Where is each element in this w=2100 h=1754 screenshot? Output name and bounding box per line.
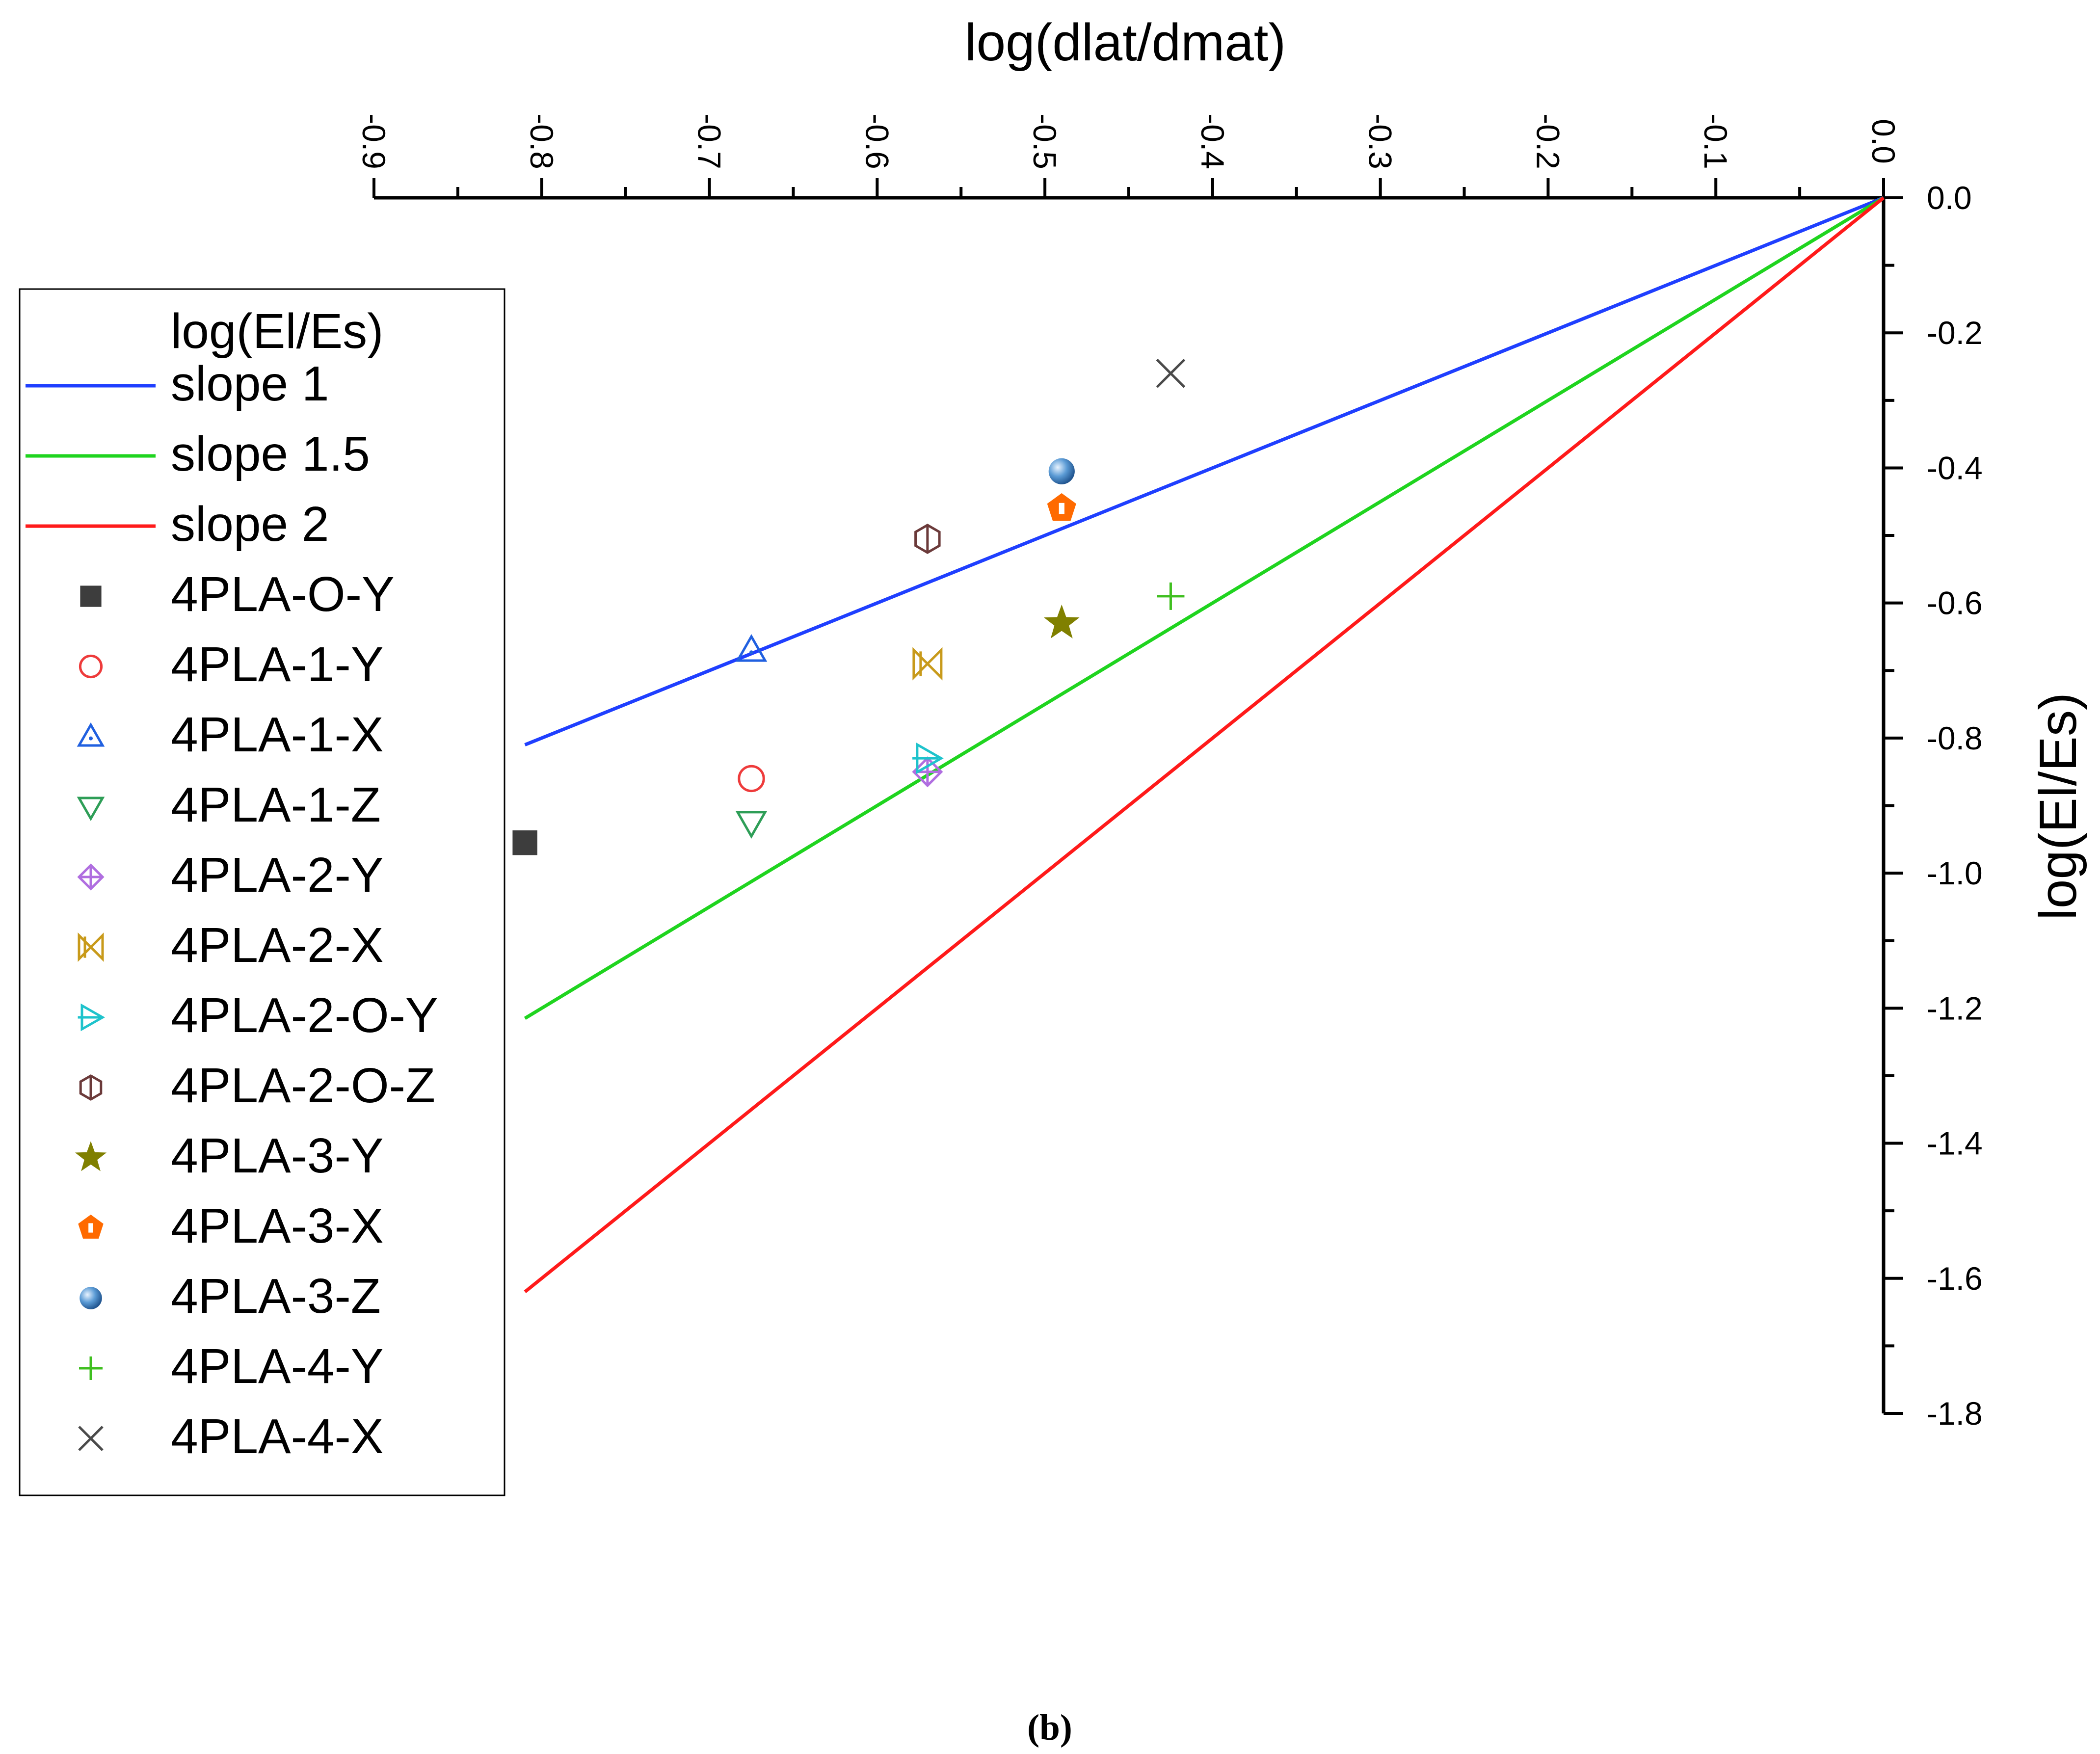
y-tick-label: -1.2 (1927, 990, 1983, 1026)
y-axis: 0.0 -0.2 -0.4 -0.6 -0.8 -1.0 -1.2 -1.4 -1.6 -1.8 (1882, 180, 1983, 1432)
point-4pla-1-y (738, 765, 765, 793)
legend-item-4pla-o-y: 4PLA-O-Y (80, 567, 395, 622)
legend-item-4pla-2-o-y: 4PLA-2-O-Y (78, 988, 438, 1043)
y-tick-label: -1.0 (1927, 855, 1983, 891)
point-4pla-o-y (512, 830, 537, 855)
y-tick-label: -1.4 (1927, 1125, 1983, 1162)
legend-label: 4PLA-2-O-Z (171, 1058, 435, 1113)
legend: log(El/Es) slope 1 slope 1.5 slope 2 4PLA-O… (19, 288, 505, 1496)
point-4pla-3-x (1047, 493, 1076, 521)
line-slope-1 (524, 196, 1885, 746)
y-tick-label: -1.6 (1927, 1260, 1983, 1297)
point-4pla-3-y (1043, 604, 1080, 638)
x-tick-label: -0.2 (1530, 113, 1566, 169)
legend-title: log(El/Es) (171, 304, 383, 359)
x-axis: -0.9 -0.8 -0.7 -0.6 -0.5 -0.4 -0.3 -0.2 -0.1 0.0 (356, 113, 1902, 200)
legend-item-4pla-4-x: 4PLA-4-X (78, 1409, 384, 1464)
x-tick-label: -0.7 (691, 113, 728, 169)
x-axis-title: log(dlat/dmat) (965, 13, 1286, 72)
y-tick-label: -1.8 (1927, 1395, 1983, 1432)
legend-label: 4PLA-1-Z (171, 777, 381, 832)
legend-item-4pla-2-o-z: 4PLA-2-O-Z (79, 1058, 435, 1113)
x-tick-label: -0.9 (356, 113, 392, 169)
x-tick-label: -0.1 (1698, 113, 1734, 169)
line-slope-2 (524, 196, 1885, 1294)
x-tick-label: -0.5 (1027, 113, 1063, 169)
legend-item-4pla-2-x: 4PLA-2-X (78, 918, 384, 973)
legend-item-4pla-3-x: 4PLA-3-X (78, 1198, 384, 1253)
legend-item-4pla-4-y: 4PLA-4-Y (79, 1339, 384, 1394)
legend-label: 4PLA-2-X (171, 918, 384, 973)
figure-caption: (b) (1027, 1707, 1072, 1748)
y-tick-label: -0.4 (1927, 450, 1983, 486)
legend-item-4pla-1-x: 4PLA-1-X (77, 707, 384, 762)
legend-label: 4PLA-1-X (171, 707, 384, 762)
legend-item-4pla-2-y: 4PLA-2-Y (77, 848, 384, 903)
point-4pla-4-y (1157, 582, 1185, 610)
legend-item-4pla-1-y: 4PLA-1-Y (79, 637, 384, 692)
legend-label: 4PLA-3-Z (171, 1269, 381, 1324)
legend-label: slope 2 (171, 497, 329, 552)
legend-label: slope 1.5 (171, 426, 370, 481)
legend-items: slope 1 slope 1.5 slope 2 4PLA-O-Y 4PLA-1-Y 4… (26, 356, 438, 1464)
point-4pla-3-z (1048, 458, 1075, 484)
legend-item-slope-1: slope 1 (26, 356, 329, 411)
slope-lines (524, 196, 1885, 1294)
x-tick-label: -0.3 (1362, 113, 1399, 169)
legend-item-slope-2: slope 2 (26, 497, 329, 552)
line-slope-1-5 (524, 196, 1885, 1020)
point-4pla-1-x (735, 634, 768, 662)
legend-item-slope-1-5: slope 1.5 (26, 426, 370, 481)
legend-item-4pla-1-z: 4PLA-1-Z (77, 777, 381, 832)
point-4pla-1-z (735, 811, 768, 839)
legend-item-4pla-3-z: 4PLA-3-Z (80, 1269, 381, 1324)
legend-label: 4PLA-4-X (171, 1409, 384, 1464)
legend-label: 4PLA-2-Y (171, 848, 384, 903)
y-tick-label: -0.6 (1927, 585, 1983, 621)
legend-label: 4PLA-3-Y (171, 1128, 384, 1183)
legend-label: slope 1 (171, 356, 329, 411)
legend-label: 4PLA-3-X (171, 1198, 384, 1253)
legend-label: 4PLA-2-O-Y (171, 988, 438, 1043)
legend-label: 4PLA-1-Y (171, 637, 384, 692)
y-tick-label: -0.8 (1927, 720, 1983, 756)
x-tick-label: -0.4 (1195, 113, 1231, 169)
point-4pla-2-o-y (912, 742, 944, 774)
y-tick-label: 0.0 (1927, 180, 1972, 216)
legend-label: 4PLA-O-Y (171, 567, 395, 622)
legend-label: 4PLA-4-Y (171, 1339, 384, 1394)
point-4pla-4-x (1156, 359, 1186, 388)
legend-item-4pla-3-y: 4PLA-3-Y (75, 1128, 384, 1183)
point-4pla-2-o-z (914, 524, 941, 554)
data-points (512, 359, 1186, 855)
x-tick-label: 0.0 (1865, 119, 1902, 164)
x-tick-label: -0.6 (859, 113, 895, 169)
x-tick-label: -0.8 (524, 113, 560, 169)
y-axis-title: log(El/Es) (2028, 692, 2087, 920)
point-4pla-2-x (912, 647, 943, 681)
y-tick-label: -0.2 (1927, 315, 1983, 351)
